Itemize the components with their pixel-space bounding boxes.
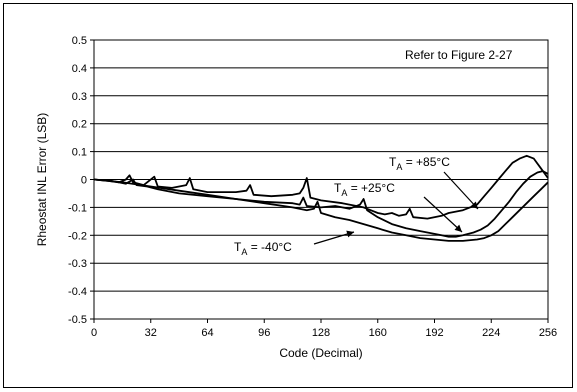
x-axis-title: Code (Decimal) <box>279 346 362 360</box>
inl-error-chart: 0.5 0.4 0.3 0.2 0.1 0 -0.1 -0.2 -0.3 -0.4 -0.5 0 32… <box>35 35 557 360</box>
label-minus40c: TA = -40°C <box>234 240 292 257</box>
note-box <box>398 46 543 64</box>
series-group <box>93 154 549 242</box>
chart-frame: 0.5 0.4 0.3 0.2 0.1 0 -0.1 -0.2 -0.3 -0.4 -0.5 0 32… <box>3 3 573 388</box>
y-tick-label: -0.4 <box>68 286 87 298</box>
y-tick-label: 0.3 <box>72 91 87 103</box>
y-axis-title: Rheostat INL Error (LSB) <box>35 113 49 247</box>
label-85c: TA = +85°C <box>389 155 450 172</box>
series-line-minus40c <box>93 178 549 242</box>
gridlines <box>94 39 548 320</box>
annotations: TA = +85°C TA = +25°C TA = -40°C <box>234 155 479 257</box>
y-tick-label: -0.3 <box>68 258 87 270</box>
leader-line <box>443 171 479 210</box>
x-tick-label: 96 <box>258 327 270 339</box>
series-line-25c <box>93 170 549 238</box>
label-25c: TA = +25°C <box>334 181 395 198</box>
x-tick-label: 64 <box>201 327 213 339</box>
note-label: Refer to Figure 2-27 <box>405 48 513 62</box>
x-axis-ticks: 0 32 64 96 128 160 192 224 256 <box>91 319 557 339</box>
y-tick-label: 0.5 <box>72 35 87 47</box>
y-tick-label: 0.1 <box>72 147 87 159</box>
y-tick-label: 0 <box>81 175 87 187</box>
y-axis-ticks: 0.5 0.4 0.3 0.2 0.1 0 -0.1 -0.2 -0.3 -0.4 -0.5 <box>68 35 94 326</box>
x-tick-label: 160 <box>369 327 387 339</box>
x-tick-label: 128 <box>312 327 330 339</box>
leader-arrowhead <box>470 201 478 209</box>
leader-arrowhead <box>454 224 462 232</box>
y-tick-label: 0.4 <box>72 63 87 75</box>
x-tick-label: 256 <box>539 327 557 339</box>
y-tick-label: 0.2 <box>72 119 87 131</box>
y-tick-label: -0.1 <box>68 202 87 214</box>
x-tick-label: 0 <box>91 327 97 339</box>
leader-arrowhead <box>346 230 354 238</box>
x-tick-label: 192 <box>425 327 443 339</box>
x-tick-label: 32 <box>145 327 157 339</box>
series-line-85c <box>93 154 549 220</box>
y-tick-label: -0.2 <box>68 230 87 242</box>
y-tick-label: -0.5 <box>68 314 87 326</box>
leader-line <box>423 196 463 233</box>
x-tick-label: 224 <box>482 327 500 339</box>
